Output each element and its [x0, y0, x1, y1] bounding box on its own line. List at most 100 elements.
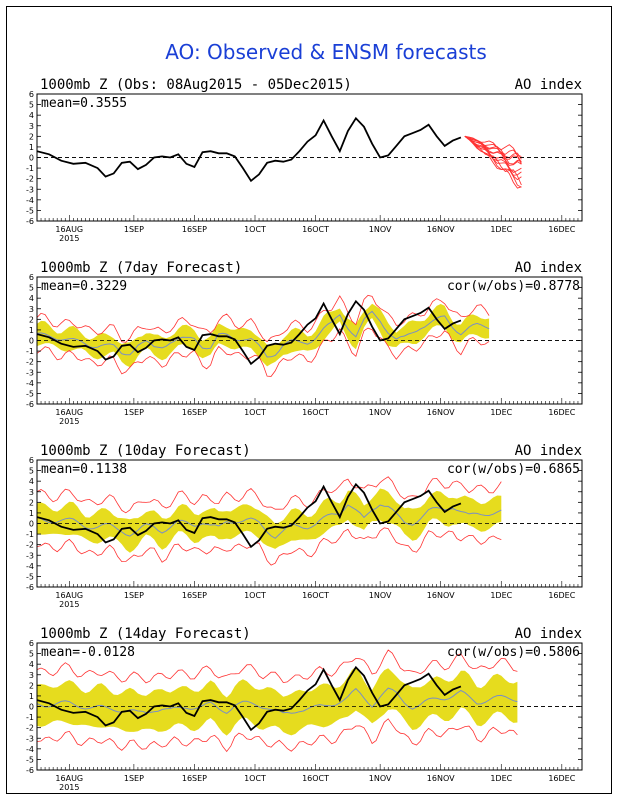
x-tick-label: 1SEP	[124, 591, 144, 600]
x-tick-label: 16SEP	[182, 774, 207, 783]
y-tick-label: 1	[29, 509, 34, 518]
y-tick-label: -1	[26, 347, 34, 356]
y-tick-label: 5	[29, 650, 34, 659]
x-tick-label: 1SEP	[124, 774, 144, 783]
x-tick-label: 16DEC	[548, 591, 575, 600]
ensemble-member-line	[464, 135, 522, 189]
plot-area	[37, 116, 522, 189]
mean-label: mean=0.1138	[41, 462, 127, 477]
plot-area	[37, 294, 490, 377]
x-tick-label: 1OCT	[244, 774, 266, 783]
y-tick-label: 0	[29, 520, 34, 529]
x-tick-label: 16NOV	[427, 774, 455, 783]
panel-right-label: AO index	[515, 77, 582, 93]
x-tick-label: 16AUG	[55, 408, 83, 417]
x-tick-label: 1OCT	[244, 591, 266, 600]
y-tick-label: 5	[29, 284, 34, 293]
panel-right-label: AO index	[515, 626, 582, 642]
y-tick-label: -4	[26, 745, 34, 754]
y-tick-label: -5	[26, 572, 34, 581]
panel-title: 1000mb Z (14day Forecast)	[40, 626, 251, 642]
y-tick-label: -1	[26, 713, 34, 722]
x-tick-label: 1SEP	[124, 225, 144, 234]
x-tick-label: 16NOV	[427, 408, 455, 417]
y-tick-label: -3	[26, 185, 34, 194]
y-tick-label: -3	[26, 368, 34, 377]
x-tick-label: 1DEC	[490, 408, 512, 417]
main-title: AO: Observed & ENSM forecasts	[165, 40, 487, 64]
y-tick-label: 3	[29, 671, 34, 680]
x-tick-label: 16AUG	[55, 591, 83, 600]
plot-area	[37, 649, 518, 753]
x-tick-label: 1NOV	[369, 408, 392, 417]
y-tick-label: 6	[29, 90, 34, 99]
ensemble-spread-band	[37, 303, 490, 368]
y-tick-label: -4	[26, 196, 34, 205]
y-tick-label: 6	[29, 273, 34, 282]
correlation-label: cor(w/obs)=0.5806	[447, 645, 580, 660]
y-tick-label: -3	[26, 551, 34, 560]
y-tick-label: 4	[29, 477, 34, 486]
y-tick-label: 3	[29, 488, 34, 497]
ensemble-upper-bound	[37, 294, 490, 343]
y-tick-label: 4	[29, 111, 34, 120]
y-tick-label: 5	[29, 101, 34, 110]
observed-line	[37, 299, 462, 366]
correlation-label: cor(w/obs)=0.8778	[447, 279, 580, 294]
y-tick-label: 1	[29, 692, 34, 701]
x-tick-label: 1OCT	[244, 408, 266, 417]
y-tick-label: -6	[26, 217, 34, 226]
y-tick-label: -5	[26, 389, 34, 398]
ensemble-mean-line	[37, 504, 502, 539]
y-tick-label: 5	[29, 467, 34, 476]
panels-group: 1000mb Z (Obs: 08Aug2015 - 05Dec2015) AO …	[26, 77, 583, 792]
ensemble-member-line	[464, 135, 522, 166]
mean-label: mean=0.3229	[41, 279, 127, 294]
panel-1: 1000mb Z (Obs: 08Aug2015 - 05Dec2015) AO …	[26, 77, 583, 243]
y-tick-label: 1	[29, 326, 34, 335]
observed-line	[37, 482, 462, 549]
y-tick-label: 3	[29, 305, 34, 314]
x-tick-label: 1DEC	[490, 774, 512, 783]
x-tick-label: 1DEC	[490, 225, 512, 234]
panel-title: 1000mb Z (7day Forecast)	[40, 260, 242, 276]
x-tick-label: 1SEP	[124, 408, 144, 417]
x-tick-label: 16NOV	[427, 591, 455, 600]
y-tick-label: -2	[26, 541, 34, 550]
ensemble-member-line	[464, 135, 522, 157]
y-tick-label: -1	[26, 164, 34, 173]
x-tick-label: 1NOV	[369, 225, 392, 234]
y-tick-label: 2	[29, 315, 34, 324]
ensemble-lower-bound	[37, 527, 502, 566]
y-tick-label: -5	[26, 755, 34, 764]
observed-line	[37, 116, 462, 183]
y-tick-label: -3	[26, 734, 34, 743]
x-year-label: 2015	[59, 600, 79, 609]
y-tick-label: -2	[26, 358, 34, 367]
x-tick-label: 16DEC	[548, 225, 575, 234]
panel-3: 1000mb Z (10day Forecast) AO index6543210…	[26, 443, 583, 609]
correlation-label: cor(w/obs)=0.6865	[447, 462, 580, 477]
x-tick-label: 16DEC	[548, 774, 575, 783]
y-tick-label: 0	[29, 337, 34, 346]
y-tick-label: 2	[29, 132, 34, 141]
panel-title: 1000mb Z (Obs: 08Aug2015 - 05Dec2015)	[40, 77, 352, 93]
ensemble-lower-bound	[37, 718, 518, 753]
x-year-label: 2015	[59, 234, 79, 243]
y-tick-label: 2	[29, 498, 34, 507]
y-tick-label: -5	[26, 206, 34, 215]
mean-label: mean=-0.0128	[41, 645, 135, 660]
y-tick-label: 4	[29, 660, 34, 669]
y-tick-label: -4	[26, 562, 34, 571]
y-tick-label: 0	[29, 703, 34, 712]
panel-2: 1000mb Z (7day Forecast) AO index6543210-…	[26, 260, 583, 426]
x-tick-label: 16SEP	[182, 591, 207, 600]
y-tick-label: 6	[29, 639, 34, 648]
x-tick-label: 1DEC	[490, 591, 512, 600]
y-tick-label: -4	[26, 379, 34, 388]
x-tick-label: 1NOV	[369, 774, 392, 783]
x-tick-label: 16OCT	[302, 774, 329, 783]
y-tick-label: 3	[29, 122, 34, 131]
ensemble-member-line	[464, 135, 522, 165]
